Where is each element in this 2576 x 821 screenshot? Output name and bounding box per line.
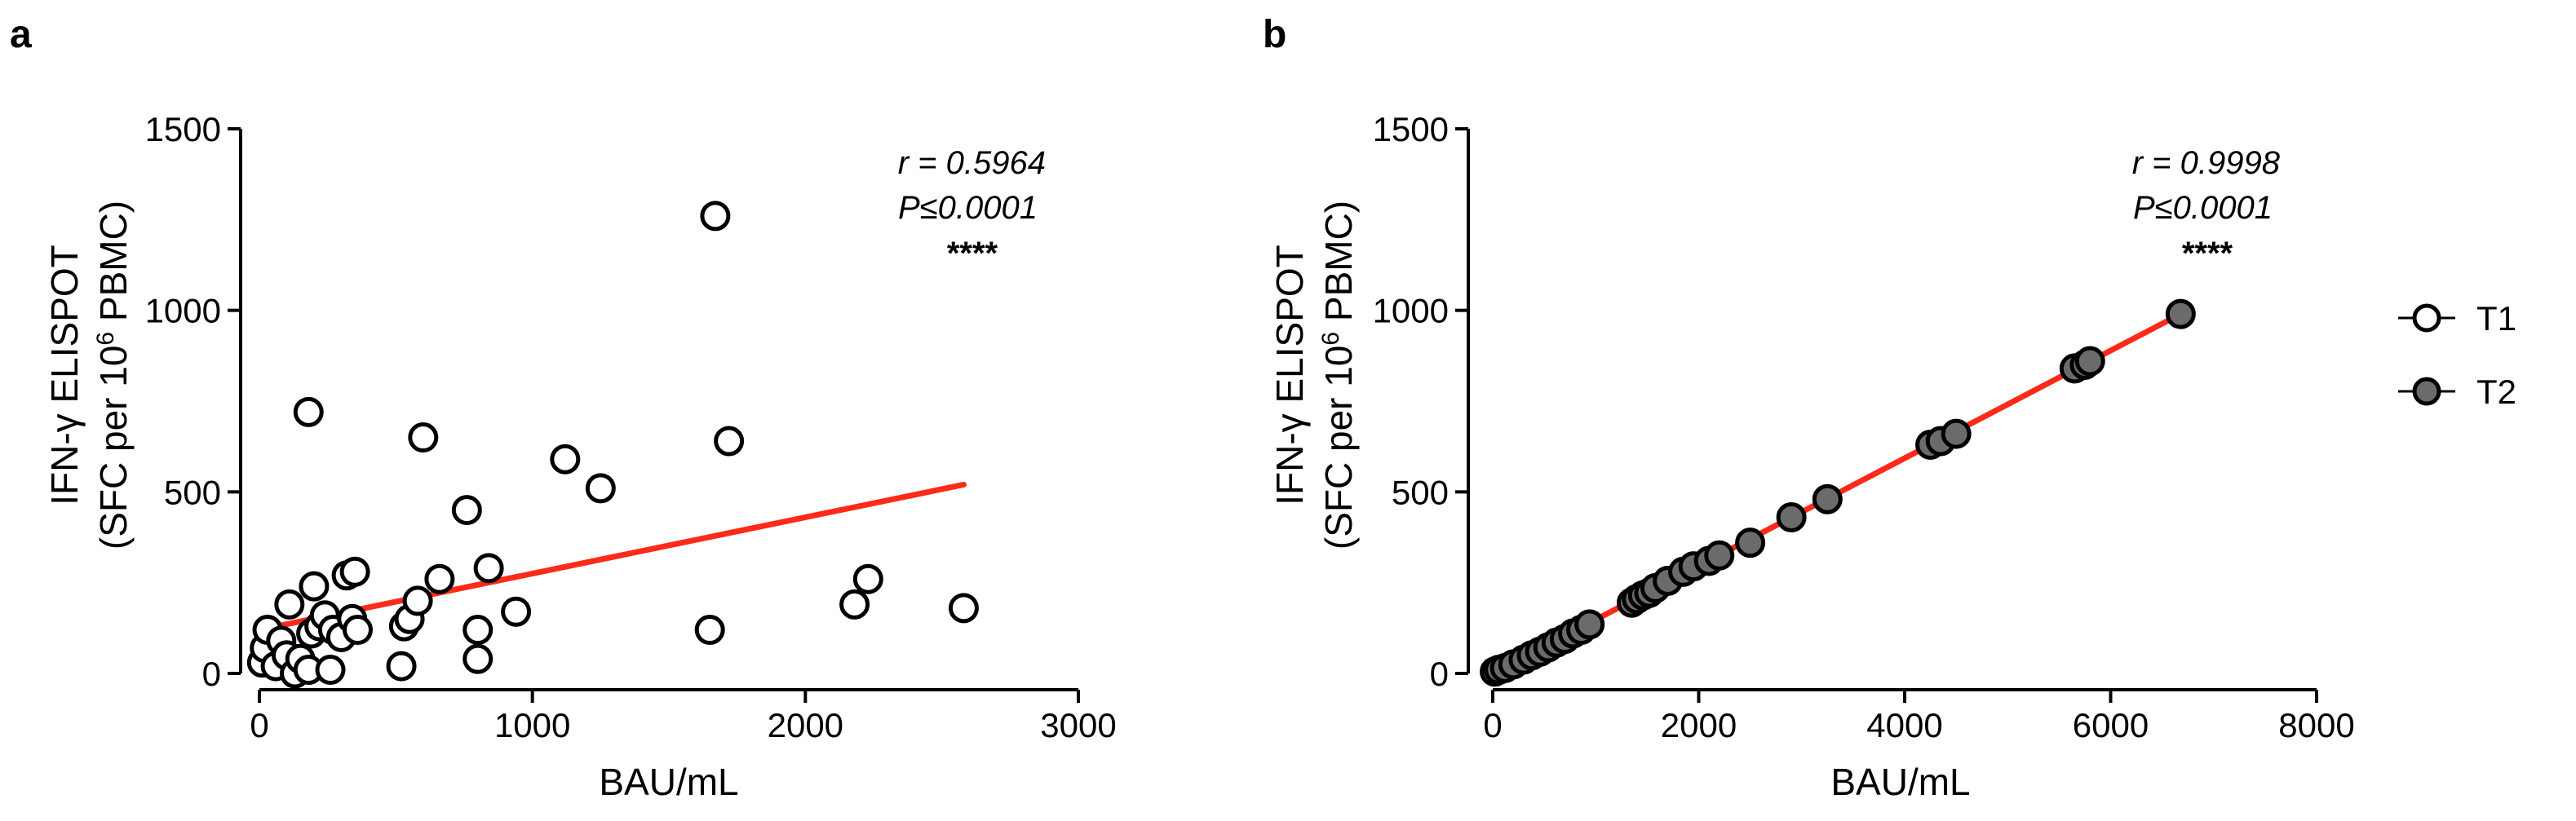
annotation-p-b: P≤0.0001	[2133, 190, 2273, 226]
data-point	[339, 556, 370, 587]
panel-label-b: b	[1263, 13, 1286, 56]
data-point	[714, 426, 745, 457]
legend-item-t1: T1	[2398, 299, 2516, 338]
y-tick-label: 500	[1392, 473, 1449, 511]
y-tick-label: 0	[1430, 655, 1449, 693]
x-tick-label: 2000	[768, 706, 843, 744]
data-point	[700, 201, 731, 232]
legend-marker-t2	[2412, 377, 2441, 406]
y-axis-label-b-line1: IFN-γ ELISPOT	[1268, 245, 1311, 505]
data-point	[852, 563, 883, 594]
data-point	[948, 593, 979, 624]
data-point	[386, 651, 417, 682]
x-tick-label: 8000	[2278, 706, 2354, 744]
x-axis-label-a: BAU/mL	[599, 761, 738, 803]
annotation-r-b: r = 0.9998	[2132, 145, 2281, 181]
y-tick-label: 1500	[145, 110, 221, 148]
legend-item-t2: T2	[2398, 373, 2516, 411]
y-tick-label: 1000	[145, 292, 221, 330]
data-point	[1776, 502, 1807, 533]
data-point	[408, 422, 439, 453]
data-point	[473, 553, 504, 584]
x-tick-label: 0	[250, 706, 268, 744]
data-point	[342, 615, 373, 646]
x-axis-label-b: BAU/mL	[1830, 761, 1970, 803]
regression-line	[256, 481, 967, 633]
annotation-p-a: P≤0.0001	[898, 190, 1038, 226]
y-axis-label-a-line1: IFN-γ ELISPOT	[43, 245, 86, 505]
data-point	[839, 589, 870, 620]
x-tick-label: 0	[1483, 706, 1502, 744]
x-tick-label: 4000	[1866, 706, 1942, 744]
y-tick-label: 500	[164, 473, 221, 511]
data-point	[1735, 527, 1766, 558]
data-point	[463, 643, 494, 674]
data-point	[585, 473, 616, 504]
data-point	[2165, 298, 2196, 329]
legend-label-t1: T1	[2476, 299, 2516, 338]
data-point	[463, 615, 494, 646]
legend-marker-t1	[2412, 303, 2441, 333]
legend: T1 T2	[2398, 299, 2516, 411]
y-tick-label: 1000	[1373, 292, 1449, 330]
significance-stars-a: ****	[947, 236, 998, 271]
y-axis-label-b-line2: (SFC per 106 PBMC)	[1317, 201, 1360, 550]
data-point	[1812, 483, 1843, 514]
data-point	[402, 585, 433, 616]
data-point	[2074, 346, 2105, 377]
legend-label-t2: T2	[2476, 373, 2516, 411]
x-tick-label: 3000	[1040, 706, 1116, 744]
data-point	[299, 571, 330, 602]
data-point	[274, 589, 305, 620]
data-point	[451, 495, 482, 526]
data-point	[1941, 418, 1972, 449]
y-tick-label: 0	[202, 655, 221, 693]
data-point	[550, 444, 581, 475]
annotation-r-a: r = 0.5964	[898, 145, 1046, 181]
x-tick-label: 1000	[494, 706, 570, 744]
significance-stars-b: ****	[2182, 236, 2233, 271]
panel-b: b IFN-γ ELISPOT (SFC per 106 PBMC) 0 500 1…	[1263, 13, 2355, 803]
panel-a: a IFN-γ ELISPOT (SFC per 106 PBMC) 0 500 1…	[10, 13, 1117, 803]
y-axis-label-a-line2: (SFC per 106 PBMC)	[92, 201, 135, 550]
data-point	[501, 596, 532, 627]
data-point	[293, 396, 324, 427]
data-point	[424, 563, 455, 594]
data-point	[1704, 540, 1735, 571]
x-tick-label: 6000	[2073, 706, 2149, 744]
x-tick-label: 2000	[1661, 706, 1737, 744]
y-tick-label: 1500	[1373, 110, 1449, 148]
data-point	[1574, 609, 1605, 640]
panel-label-a: a	[10, 13, 32, 56]
data-point	[315, 655, 346, 686]
data-point	[694, 615, 725, 646]
